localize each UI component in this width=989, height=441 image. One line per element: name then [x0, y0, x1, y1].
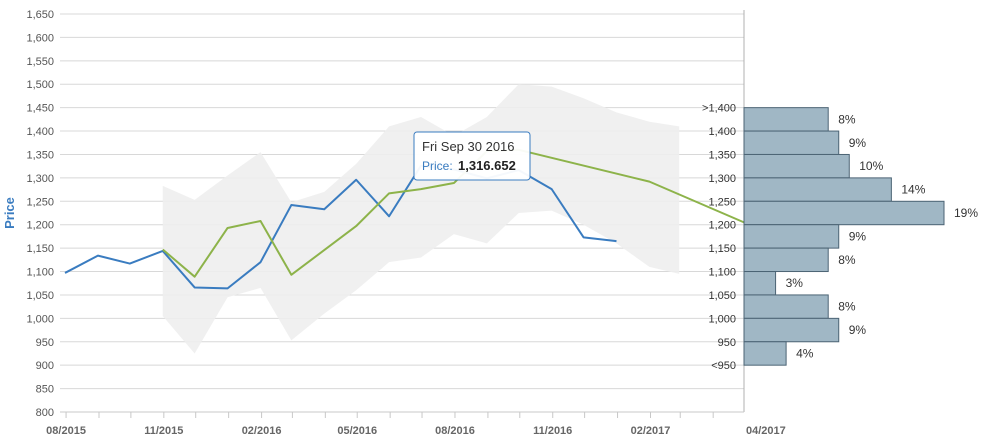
x-tick-label: 11/2015 — [144, 425, 183, 437]
histogram-bin-label: 1,350 — [708, 149, 736, 161]
tooltip: Fri Sep 30 2016 Price: 1,316.652 — [413, 131, 531, 181]
y-tick-label: 1,500 — [26, 79, 54, 91]
tooltip-date: Fri Sep 30 2016 — [422, 139, 515, 154]
tooltip-series-name: Price: — [422, 159, 453, 173]
y-tick-label: 950 — [36, 337, 54, 349]
x-tick-label: 02/2016 — [242, 425, 282, 437]
histogram-bar — [743, 317, 840, 343]
distribution-histogram: 8% >1,400 9% 1,400 10% 1,350 14% 1,300 19% 1,250 9… — [702, 103, 978, 373]
histogram-bin-label: 1,300 — [708, 173, 736, 185]
y-tick-label: 1,600 — [26, 32, 54, 44]
forecast-range-area — [162, 84, 680, 354]
histogram-bin-label: 1,000 — [708, 313, 736, 325]
x-axis: 08/2015 11/2015 02/2016 05/2016 08/2016 11/20… — [46, 411, 786, 437]
x-tick-label: 08/2016 — [435, 425, 475, 437]
histogram-bin-label: <950 — [711, 360, 736, 372]
y-tick-label: 1,250 — [26, 196, 54, 208]
histogram-bar — [743, 107, 829, 132]
y-tick-label: 1,000 — [26, 313, 54, 325]
x-tick-label: 04/2017 — [746, 425, 786, 437]
y-tick-label: 850 — [36, 384, 54, 396]
y-tick-label: 1,450 — [26, 103, 54, 115]
histogram-bar — [743, 271, 777, 296]
y-axis-label: Price — [2, 197, 17, 229]
histogram-percent-label: 8% — [838, 300, 856, 314]
y-tick-label: 1,650 — [26, 9, 54, 21]
histogram-percent-label: 8% — [838, 112, 856, 126]
histogram-percent-label: 9% — [849, 136, 867, 150]
y-tick-label: 1,150 — [26, 243, 54, 255]
histogram-bin-label: 1,100 — [708, 267, 736, 279]
histogram-percent-label: 14% — [901, 183, 925, 197]
histogram-bin-label: 950 — [718, 337, 736, 349]
histogram-bin-label: 1,250 — [708, 196, 736, 208]
y-axis-ticks: 800 850 900 950 1,000 1,050 1,100 1,150 1,200 1,2… — [26, 9, 54, 419]
y-tick-label: 1,100 — [26, 267, 54, 279]
y-tick-label: 800 — [36, 407, 54, 419]
y-tick-label: 900 — [36, 360, 54, 372]
histogram-bar — [743, 153, 850, 179]
histogram-bar — [743, 247, 829, 273]
histogram-percent-label: 4% — [796, 346, 814, 360]
y-tick-label: 1,300 — [26, 173, 54, 185]
x-tick-label: 05/2016 — [337, 425, 377, 437]
tooltip-box — [413, 131, 531, 181]
tooltip-value: 1,316.652 — [458, 158, 516, 173]
histogram-bin-label: 1,050 — [708, 290, 736, 302]
histogram-percent-label: 10% — [859, 159, 883, 173]
histogram-bin-label: >1,400 — [702, 103, 736, 115]
histogram-bar — [743, 341, 787, 366]
histogram-bin-label: 1,400 — [708, 126, 736, 138]
x-tick-label: 02/2017 — [631, 425, 671, 437]
y-tick-label: 1,200 — [26, 220, 54, 232]
forecast-band — [162, 84, 680, 354]
x-tick-label: 11/2016 — [533, 425, 572, 437]
y-tick-label: 1,050 — [26, 290, 54, 302]
y-tick-label: 1,400 — [26, 126, 54, 138]
histogram-percent-label: 3% — [786, 276, 804, 290]
histogram-bin-label: 1,200 — [708, 220, 736, 232]
histogram-bin-label: 1,150 — [708, 243, 736, 255]
x-tick-label: 08/2015 — [46, 425, 86, 437]
histogram-percent-label: 9% — [849, 323, 867, 337]
histogram-bar — [743, 130, 840, 155]
y-tick-label: 1,350 — [26, 149, 54, 161]
histogram-percent-label: 8% — [838, 253, 856, 267]
histogram-bar — [743, 224, 840, 249]
histogram-bar — [743, 294, 829, 319]
histogram-percent-label: 9% — [849, 229, 867, 243]
y-tick-label: 1,550 — [26, 56, 54, 68]
histogram-bar — [743, 200, 945, 226]
histogram-percent-label: 19% — [954, 206, 978, 220]
histogram-bar — [743, 177, 892, 202]
